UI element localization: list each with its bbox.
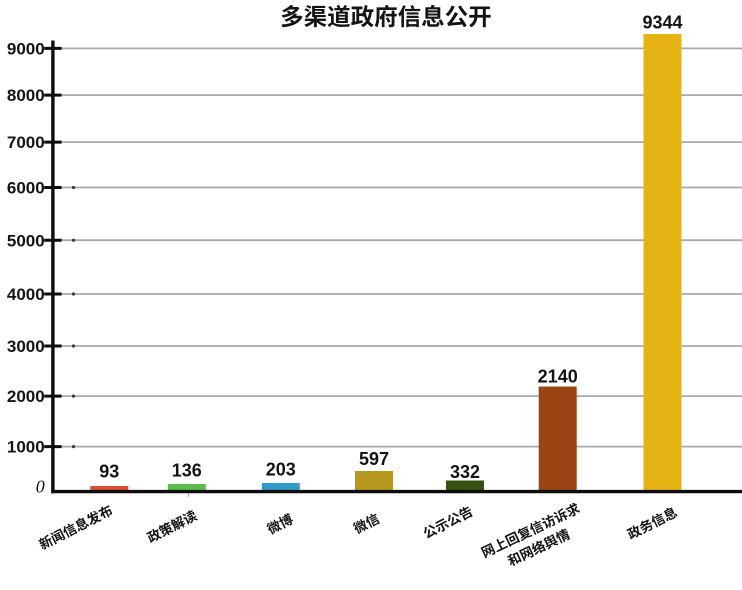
gridline-dot-2000: [71, 394, 76, 398]
y-tick-label-5000: 5000: [7, 231, 45, 250]
bar-4: [355, 471, 393, 492]
chart-title-glyphs: 多渠道政府信息公开: [281, 4, 491, 28]
x-label-4: 微信: [352, 513, 380, 535]
y-tick-label-8000: 8000: [7, 86, 45, 105]
x-label-7: 政务信息: [626, 507, 678, 540]
gridline-dot-4000: [71, 292, 76, 296]
y-tick-label-0: 0: [36, 477, 45, 497]
gridlines: [54, 47, 742, 449]
x-label-6: 网上回复信访诉求 和网络舆情: [480, 503, 581, 567]
bar-1: [90, 486, 129, 492]
value-label-5: 332: [450, 462, 480, 482]
chart-title-drawn: 多渠道政府信息公开: [281, 4, 491, 28]
value-label-4: 597: [359, 449, 389, 469]
bar-3: [261, 483, 300, 492]
bars: [90, 34, 682, 492]
gridline-dot-5000: [71, 238, 76, 242]
bar-value-labels: 93 136 203 597 332 2140 9344: [99, 12, 682, 482]
gridline-dot-6000: [71, 185, 76, 190]
x-label-2: 政策解读: [146, 510, 198, 543]
value-label-6: 2140: [538, 366, 578, 386]
x-label-3: 微博: [266, 513, 294, 535]
y-tick-label-1000: 1000: [7, 438, 45, 457]
value-label-1: 93: [99, 461, 119, 481]
gridline-dot-1000: [71, 445, 76, 449]
y-tick-label-6000: 6000: [7, 179, 45, 198]
value-label-7: 9344: [642, 12, 682, 32]
value-label-2: 136: [172, 461, 202, 481]
y-axis-tick-labels: 0 1000 2000 3000 4000 5000 6000 7000 8000 9000: [7, 40, 45, 497]
axes: [44, 40, 742, 497]
bar-5: [446, 480, 484, 492]
y-tick-label-9000: 9000: [7, 40, 45, 59]
bar-2: [167, 484, 206, 492]
y-tick-label-7000: 7000: [7, 133, 45, 152]
bar-7: [643, 34, 682, 492]
value-label-3: 203: [266, 460, 296, 480]
y-tick-label-4000: 4000: [7, 285, 45, 304]
gridline-dot-3000: [71, 344, 76, 348]
x-label-5: 公示公告: [423, 506, 473, 539]
y-tick-label-2000: 2000: [7, 387, 45, 406]
x-label-1: 新闻信息发布: [38, 505, 113, 550]
y-tick-label-3000: 3000: [7, 337, 45, 356]
bar-6: [538, 386, 577, 492]
